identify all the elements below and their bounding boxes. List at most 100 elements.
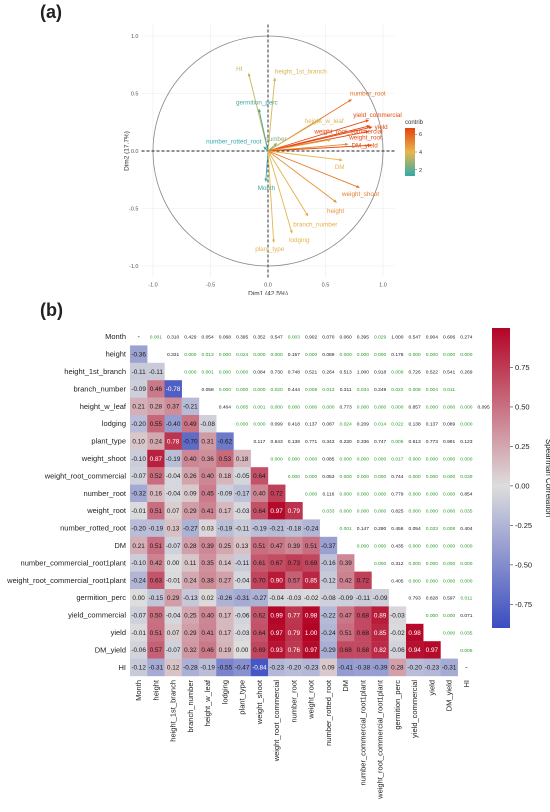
correlation-cell (250, 502, 269, 520)
row-label: number_root (83, 489, 126, 498)
correlation-value: 0.39 (339, 560, 352, 567)
p-value: 0.000 (460, 578, 473, 584)
vector-label-plant_type: plant_type (255, 246, 285, 253)
correlation-value: -0.04 (269, 595, 284, 602)
correlation-value: 0.11 (184, 560, 196, 567)
correlation-value: 0.36 (201, 456, 214, 463)
correlation-value: -0.01 (131, 630, 146, 637)
p-value: 0.005 (460, 648, 473, 654)
arrowhead-weight_root_commercial (366, 124, 371, 129)
legend-tick-label: 2 (419, 168, 422, 174)
correlation-value: 0.62 (253, 612, 266, 619)
correlation-cell (285, 571, 303, 590)
p-value: 0.089 (443, 422, 456, 428)
correlation-cell (302, 519, 320, 537)
p-value: 0.000 (443, 457, 456, 463)
p-value: 0.000 (271, 457, 284, 463)
diagonal-marker: - (465, 664, 468, 671)
correlation-value: 0.29 (167, 595, 180, 602)
correlation-cell (285, 641, 303, 659)
correlation-value: 0.37 (167, 404, 180, 411)
correlation-value: -0.03 (287, 595, 302, 602)
vector-weight_shoot (267, 150, 359, 188)
correlation-value: 0.35 (201, 560, 214, 567)
correlation-value: -0.27 (252, 595, 267, 602)
correlation-value: 0.47 (270, 543, 283, 550)
vector-label-number: number (265, 136, 286, 143)
correlation-value: 0.90 (270, 578, 283, 585)
correlation-cell (268, 519, 286, 537)
p-value: 0.058 (202, 387, 215, 393)
p-value: 0.054 (409, 526, 422, 532)
column-label: HI (462, 680, 471, 688)
correlation-value: 0.38 (201, 578, 214, 585)
correlation-value: 0.50 (150, 612, 163, 619)
correlation-value: -0.01 (166, 578, 181, 585)
correlation-value: 0.13 (167, 525, 180, 532)
correlation-value: -0.06 (235, 612, 250, 619)
correlation-value: -0.03 (235, 508, 250, 515)
correlation-value: 0.21 (132, 404, 145, 411)
correlation-value: -0.15 (149, 595, 164, 602)
correlation-cell (337, 571, 355, 590)
correlation-value: 0.85 (305, 578, 318, 585)
correlation-value: 0.40 (201, 473, 214, 480)
correlation-value: -0.07 (166, 647, 181, 654)
correlation-value: -0.18 (287, 525, 302, 532)
correlation-value: -0.24 (131, 578, 146, 585)
correlation-value: 0.00 (167, 560, 180, 567)
correlation-cell (250, 536, 269, 555)
correlation-cell (216, 623, 234, 642)
correlation-cell (319, 571, 338, 590)
correlation-cell (199, 554, 217, 572)
correlation-value: 0.19 (219, 647, 232, 654)
correlation-value: -0.04 (235, 578, 250, 585)
correlation-value: -0.20 (131, 421, 146, 428)
correlation-cell (181, 571, 200, 590)
correlation-value: 0.32 (184, 647, 197, 654)
correlation-value: 0.28 (184, 543, 197, 550)
correlation-cell (130, 589, 148, 607)
correlation-cell (147, 484, 165, 503)
p-value: 0.000 (219, 387, 232, 393)
pca-biplot: -1.0 -0.5 0.0 0.5 1.0 -1.0 -0.5 0.0 0.5 1.0 Dim1 (… (124, 24, 424, 295)
row-label: DM (114, 541, 126, 550)
correlation-cell (319, 641, 338, 659)
correlation-value: 0.40 (253, 491, 266, 498)
p-value: 0.773 (340, 404, 353, 410)
vector-label-weight_shoot: weight_shoot (341, 191, 379, 198)
correlation-value: -0.19 (218, 525, 233, 532)
p-value: 0.000 (409, 544, 422, 550)
p-value: 0.000 (236, 387, 249, 393)
correlation-value: 0.39 (201, 543, 214, 550)
colorbar-tick-label: 0.75 (515, 363, 530, 372)
correlation-cell (181, 432, 200, 450)
p-value: 0.828 (426, 596, 439, 602)
p-value: 0.000 (374, 491, 387, 497)
p-value: 0.513 (340, 370, 353, 376)
correlation-cell (233, 536, 251, 555)
correlation-value: -0.04 (166, 612, 181, 619)
correlation-value: -0.31 (235, 595, 250, 602)
correlation-cell (181, 449, 200, 468)
p-value: 0.793 (409, 596, 422, 602)
correlation-value: -0.17 (235, 491, 250, 498)
correlation-value: 0.40 (184, 456, 197, 463)
correlation-cell (233, 554, 251, 572)
correlation-value: -0.20 (131, 525, 146, 532)
p-value: 0.000 (305, 457, 318, 463)
p-value: 0.000 (443, 578, 456, 584)
p-value: 0.000 (443, 509, 456, 515)
y-tick-label: 0.5 (131, 92, 139, 98)
correlation-value: 0.16 (150, 491, 163, 498)
vector-label-lodging: lodging (289, 237, 310, 244)
correlation-value: -0.19 (252, 525, 267, 532)
arrowhead-Month (264, 178, 268, 183)
correlation-value: 0.68 (357, 647, 370, 654)
p-value: 0.000 (426, 352, 439, 358)
correlation-cell (406, 641, 424, 659)
p-value: 0.606 (443, 335, 456, 341)
p-value: 0.000 (460, 422, 473, 428)
correlation-value: -0.78 (166, 386, 181, 393)
correlation-cell (302, 606, 320, 624)
